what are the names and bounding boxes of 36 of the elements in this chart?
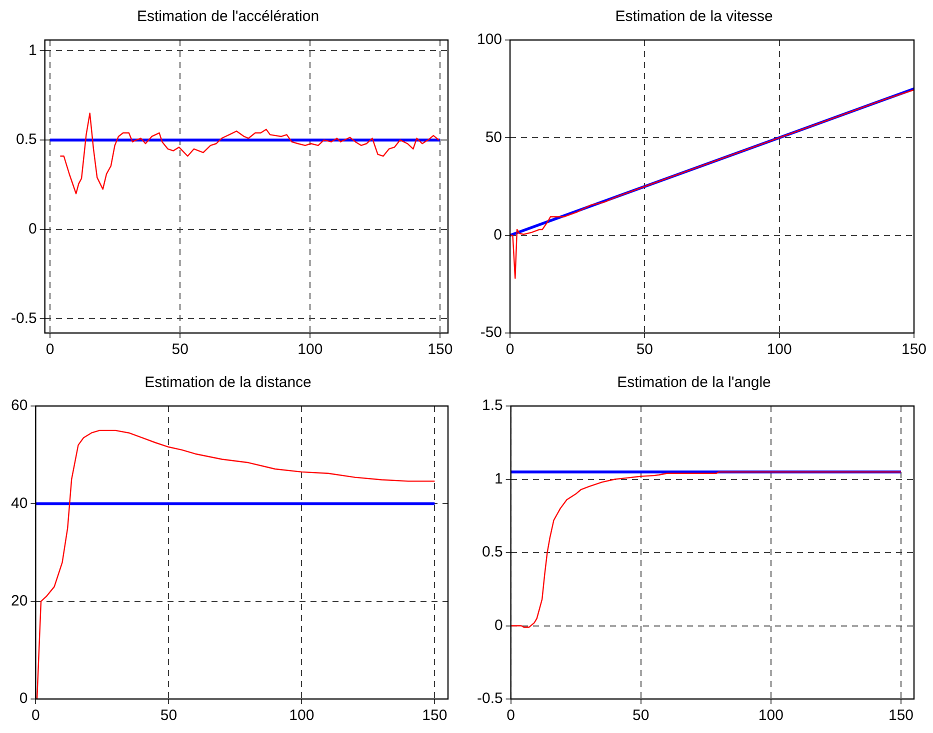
y-tick-label: 0.5 — [482, 544, 503, 561]
y-tick-label: 0 — [494, 226, 502, 244]
chart-title: Estimation de la vitesse — [615, 8, 773, 26]
x-tick-label: 100 — [758, 707, 784, 724]
y-tick-label: 60 — [10, 397, 28, 414]
x-tick-label: 100 — [766, 341, 792, 358]
x-tick-label: 0 — [506, 341, 514, 358]
x-tick-label: 50 — [632, 707, 650, 724]
y-tick-label: 1.5 — [482, 397, 503, 414]
y-tick-label: 0 — [494, 616, 503, 634]
x-tick-label: 0 — [506, 707, 516, 724]
y-tick-label: 0 — [28, 220, 37, 238]
x-tick-label: 150 — [888, 707, 914, 724]
y-tick-label: 0 — [19, 690, 28, 708]
x-tick-label: 100 — [298, 341, 323, 358]
y-tick-label: 1 — [28, 42, 37, 59]
y-tick-label: 50 — [485, 128, 502, 146]
y-tick-label: 1 — [494, 470, 503, 488]
x-tick-label: 50 — [636, 341, 654, 358]
chart-title: Estimation de la l'angle — [617, 374, 771, 392]
x-tick-label: 50 — [160, 707, 178, 724]
x-tick-label: 50 — [172, 341, 188, 358]
x-tick-label: 0 — [46, 341, 54, 358]
chart-title: Estimation de la distance — [144, 374, 312, 392]
y-tick-label: -0.5 — [10, 310, 37, 327]
y-tick-label: 0.5 — [16, 131, 37, 148]
chart-title: Estimation de l'accélération — [136, 8, 320, 26]
x-tick-label: 150 — [901, 341, 927, 358]
x-tick-label: 150 — [422, 707, 448, 724]
x-tick-label: 100 — [289, 707, 314, 724]
y-tick-label: -50 — [480, 324, 502, 342]
y-tick-label: 20 — [10, 592, 28, 610]
y-tick-label: -0.5 — [476, 690, 503, 708]
y-tick-label: 100 — [476, 31, 502, 48]
x-tick-label: 150 — [428, 341, 453, 358]
y-tick-label: 40 — [10, 494, 28, 512]
